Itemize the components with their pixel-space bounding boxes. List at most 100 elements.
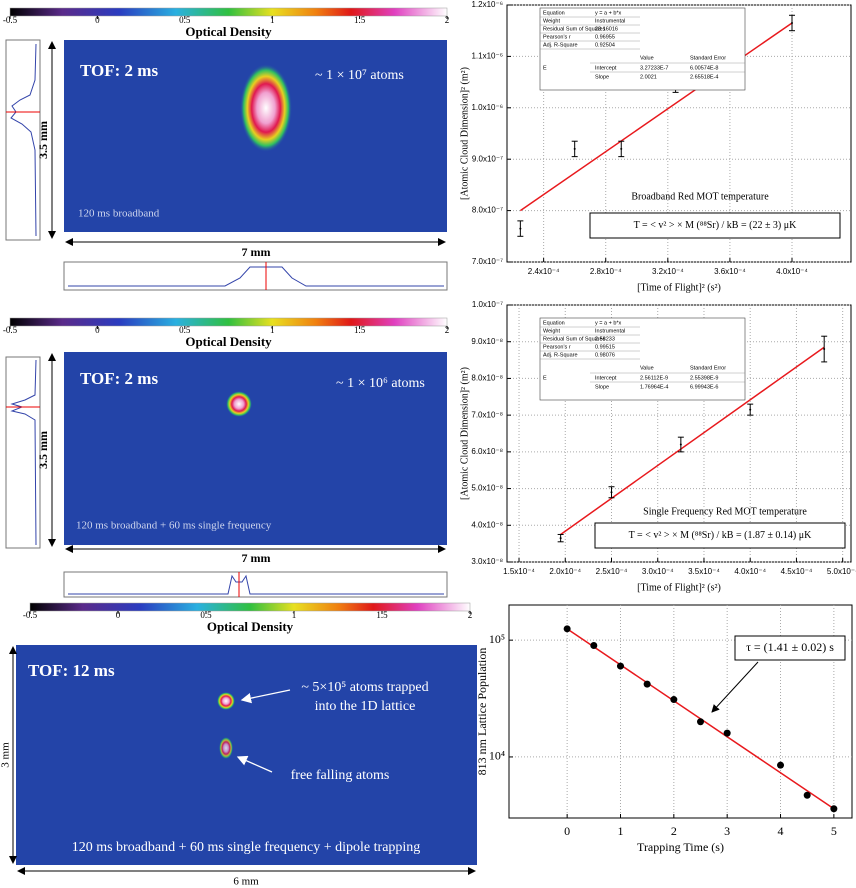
height-label: 3 mm [0, 742, 12, 768]
table-cell: Intercept [595, 375, 617, 381]
x-tick-label: 3.0x10⁻⁴ [642, 567, 674, 576]
table-header: Standard Error [690, 365, 726, 371]
colorbar-tick-label: 2 [445, 15, 450, 25]
colorbar-tick-label: 1.5 [354, 15, 366, 25]
data-point [749, 409, 751, 411]
annotation: Broadband Red MOT temperature [631, 191, 769, 202]
height-label: 3.5 mm [36, 431, 50, 469]
y-tick-label: 7.0x10⁻⁸ [471, 410, 503, 419]
atom-count: ~ 1 × 10⁶ atoms [336, 376, 425, 391]
data-point [519, 228, 521, 230]
x-axis-label: Trapping Time (s) [637, 840, 724, 854]
y-tick-label: 7.0x10⁻⁷ [472, 257, 503, 266]
table-cell: Weight [543, 328, 560, 334]
table-cell: Equation [543, 10, 565, 16]
formula: T = < v² > × M (⁸⁸Sr) / kB = (22 ± 3) μK [634, 220, 797, 231]
table-cell: E [543, 375, 547, 381]
x-tick-label: 2.4x10⁻⁴ [528, 267, 560, 276]
x-tick-label: 1 [617, 824, 623, 838]
data-point [574, 148, 576, 150]
colorbar-tick-label: 0 [116, 610, 121, 620]
y-tick-label: 1.0x10⁻⁷ [472, 300, 503, 309]
annotation: ~ 5×10⁵ atoms trapped [301, 680, 428, 695]
table-cell: 2.65518E-4 [690, 74, 718, 80]
atom-count: ~ 1 × 10⁷ atoms [315, 68, 404, 83]
sequence-label: 120 ms broadband + 60 ms single frequenc… [72, 840, 421, 855]
colorbar [30, 603, 470, 611]
image-panel: TOF: 2 ms ~ 1 × 10⁷ atoms 120 ms broadba… [6, 40, 447, 290]
table-cell: 6.99943E-6 [690, 384, 718, 390]
x-tick-label: 2.5x10⁻⁴ [596, 567, 628, 576]
sequence-label: 120 ms broadband [78, 208, 160, 220]
annotation: Single Frequency Red MOT temperature [643, 506, 807, 517]
tof-label: TOF: 2 ms [80, 369, 158, 388]
colorbar-tick-label: -0.5 [3, 325, 18, 335]
x-tick-label: 4.5x10⁻⁴ [781, 567, 813, 576]
sequence-label: 120 ms broadband + 60 ms single frequenc… [76, 520, 272, 532]
data-point [620, 148, 622, 150]
annotation: τ = (1.41 ± 0.02) s [746, 640, 834, 654]
x-tick-label: 5.0x10⁻⁴ [827, 567, 856, 576]
bottom-profile [64, 572, 447, 597]
y-tick-label: 6.0x10⁻⁸ [471, 447, 503, 456]
x-tick-label: 4.0x10⁻⁴ [776, 267, 808, 276]
tof-label: TOF: 2 ms [80, 61, 158, 80]
table-header: Value [640, 55, 654, 61]
data-point [617, 663, 624, 670]
table-cell: Instrumental [595, 18, 625, 24]
table-cell: 2.56112E-9 [640, 375, 668, 381]
x-axis-label: [Time of Flight]² (s²) [637, 282, 721, 293]
y-axis-label: [Atomic Cloud Dimension]² (m²) [459, 67, 470, 200]
table-cell: Pearson's r [543, 34, 571, 40]
fit-table: Equationy = a + b*xWeightInstrumentalRes… [540, 8, 745, 90]
table-cell: Slope [595, 384, 609, 390]
data-point [823, 348, 825, 350]
y-tick-label: 8.0x10⁻⁸ [471, 374, 503, 383]
colorbar-tick-label: -0.5 [23, 610, 38, 620]
image-panel: TOF: 12 ms ~ 5×10⁵ atoms trapped into th… [0, 645, 477, 888]
x-tick-label: 3.5x10⁻⁴ [688, 567, 720, 576]
table-cell: 0.99515 [595, 344, 615, 350]
x-axis-label: [Time of Flight]² (s²) [637, 582, 721, 593]
y-tick-label: 1.0x10⁻⁶ [471, 103, 503, 112]
table-cell: Slope [595, 74, 609, 80]
colorbar-tick-label: 2 [468, 610, 473, 620]
y-tick-label: 9.0x10⁻⁸ [471, 337, 503, 346]
data-point [560, 537, 562, 539]
colorbar [10, 318, 447, 326]
data-point [610, 491, 612, 493]
figure: -0.500.511.52Optical Density-0.500.511.5… [0, 0, 856, 888]
atom-cloud [240, 64, 292, 152]
colorbar-tick-label: 2 [445, 325, 450, 335]
y-tick-label: 8.0x10⁻⁷ [472, 206, 503, 215]
data-point [830, 805, 837, 812]
x-tick-label: 4 [778, 824, 784, 838]
table-cell: y = a + b*x [595, 10, 622, 16]
tof-label: TOF: 12 ms [28, 661, 115, 680]
x-tick-label: 0 [564, 824, 570, 838]
data-point [777, 762, 784, 769]
colorbar-label: Optical Density [207, 619, 294, 634]
width-label: 6 mm [233, 876, 259, 888]
y-tick-label: 1.2x10⁻⁶ [471, 0, 503, 9]
formula: T = < v² > × M (⁸⁸Sr) / kB = (1.87 ± 0.1… [629, 530, 812, 541]
annotation: free falling atoms [291, 768, 390, 783]
x-tick-label: 3.6x10⁻⁴ [714, 267, 746, 276]
table-header: Standard Error [690, 55, 726, 61]
y-axis-label: [Atomic Cloud Dimension]² (m²) [459, 367, 470, 500]
y-tick-label: 9.0x10⁻⁷ [472, 154, 503, 163]
table-cell: Pearson's r [543, 344, 571, 350]
width-label: 7 mm [242, 245, 271, 259]
data-point [564, 625, 571, 632]
colorbar [10, 8, 447, 16]
atom-cloud [217, 692, 235, 710]
data-point [791, 22, 793, 24]
table-cell: 2.58233 [595, 336, 615, 342]
table-cell: Weight [543, 18, 560, 24]
colorbar-label: Optical Density [185, 334, 272, 349]
x-tick-label: 5 [831, 824, 837, 838]
table-cell: y = a + b*x [595, 320, 622, 326]
table-cell: Adj. R-Square [543, 42, 578, 48]
atom-cloud [219, 737, 233, 759]
